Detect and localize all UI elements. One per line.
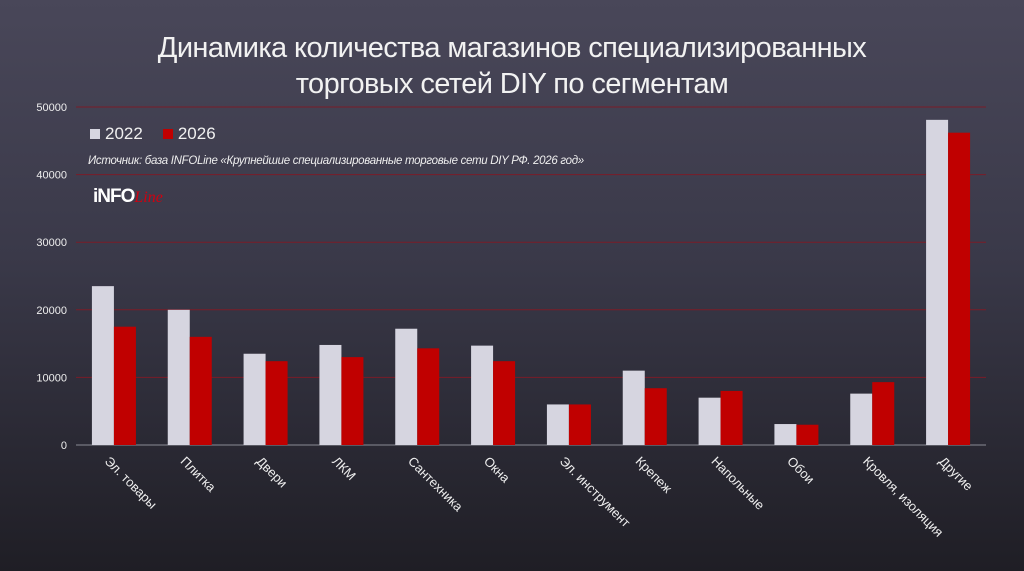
bar-2022 [546,404,569,445]
bar-2022 [774,424,797,445]
x-tick-label: ЛКМ [329,454,359,484]
x-tick-label: Сантехника [405,454,466,515]
y-tick-label: 30000 [36,237,67,249]
legend-label-2022: 2022 [105,124,143,143]
bar-2026 [872,382,895,445]
bar-2022 [698,397,721,445]
x-tick-label: Кровля, изоляция [860,454,946,540]
bar-2022 [319,344,342,445]
x-tick-label: Обои [784,454,817,487]
bar-2026 [341,357,364,445]
y-tick-label: 10000 [36,372,67,384]
infoline-logo: iNFOLine [93,186,163,207]
source-note: Источник: база INFOLine «Крупнейшие спец… [88,155,584,167]
y-tick-label: 0 [61,440,67,452]
chart-title: Динамика количества магазинов специализи… [0,30,1024,102]
legend-swatch-2026 [162,129,173,139]
title-line-2: торговых сетей DIY по сегментам [295,68,729,100]
bar-2022 [243,353,266,445]
bar-2022 [622,370,645,445]
bar-2026 [265,361,288,445]
x-tick-label: Окна [481,454,514,487]
bar-2022 [91,286,114,445]
x-tick-label: Двери [253,454,290,491]
y-tick-label: 50000 [36,102,67,114]
x-tick-label: Крепеж [633,454,676,497]
legend-item-2026: 2026 [162,124,216,144]
title-line-1: Динамика количества магазинов специализи… [157,32,867,64]
x-tick-label: Плитка [178,454,220,496]
bar-2022 [850,393,873,445]
legend: 2022 2026 [90,124,216,144]
y-tick-label: 40000 [36,170,67,182]
bar-2026 [720,390,743,445]
bar-2026 [796,424,819,445]
bar-2022 [167,309,190,445]
legend-item-2022: 2022 [90,124,143,144]
bar-2026 [189,336,212,445]
bar-2022 [926,119,949,446]
bar-2026 [493,361,516,445]
bar-2026 [644,388,667,445]
bar-2022 [395,328,418,445]
x-tick-label: Напольные [708,454,767,513]
y-tick-label: 20000 [36,305,67,317]
x-tick-label: Другие [936,454,976,494]
legend-swatch-2022 [90,129,100,139]
legend-label-2026: 2026 [177,124,216,143]
bar-2026 [417,348,440,445]
bar-2026 [113,326,136,445]
bar-2026 [568,404,591,445]
bar-2026 [948,132,971,446]
bar-2022 [471,345,494,445]
x-tick-label: Эл. инструмент [557,454,634,531]
x-tick-label: Эл. товары [102,454,160,512]
